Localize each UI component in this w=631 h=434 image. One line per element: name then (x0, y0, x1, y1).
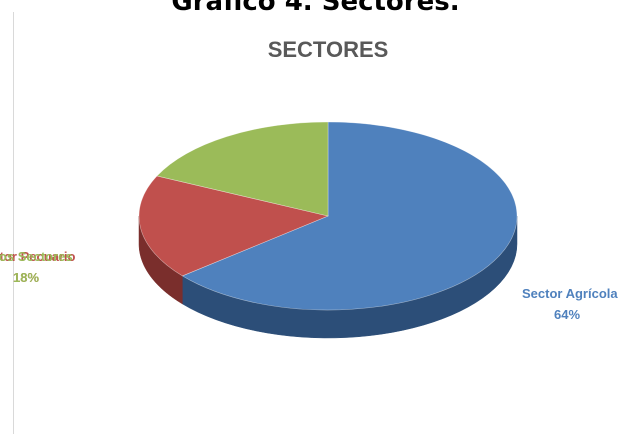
slice-value-label: 18% (13, 270, 39, 285)
slice-name-label: Sector Pecuario (0, 249, 76, 264)
slice-otros-sectores (156, 121, 329, 217)
slice-sector-agricola (181, 121, 518, 311)
slice-sector-pecuario (138, 175, 329, 277)
chart-title: SECTORES (268, 37, 389, 62)
label-group: Sector Agrícola 64% Sector Pecuario 18% Otro… (0, 249, 618, 322)
figure-caption: Gráfico 4. Sectores. (171, 0, 460, 17)
slice-name-label: Sector Agrícola (522, 286, 618, 301)
pie-group (138, 121, 518, 339)
frame-border (13, 12, 14, 434)
slice-name-label: Otros Sectores (0, 249, 73, 264)
slice-value-label: 18% (13, 270, 39, 285)
slice-value-label: 64% (554, 307, 580, 322)
